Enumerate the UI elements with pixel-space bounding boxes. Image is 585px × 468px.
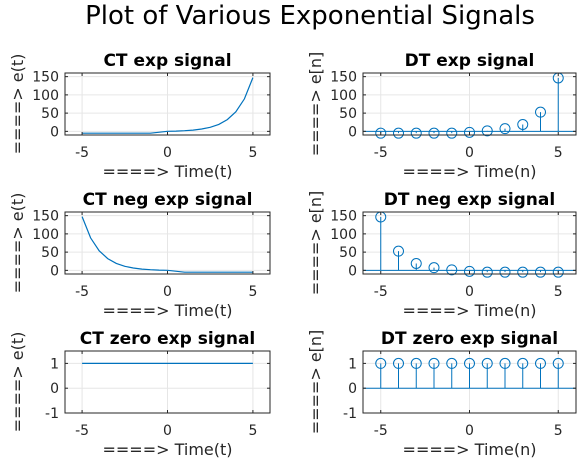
x-tick-label: 0 <box>163 284 172 300</box>
y-axis-label: ====> e[n] <box>306 330 325 435</box>
x-axis-label: ====> Time(n) <box>403 301 537 320</box>
stem-marker <box>499 357 511 369</box>
y-tick-label: 0 <box>50 124 59 140</box>
y-axis-label: ====> e(t) <box>8 332 27 433</box>
x-tick-label: -5 <box>374 145 388 161</box>
y-tick-label: 150 <box>330 70 357 86</box>
y-tick-label: 50 <box>41 106 59 122</box>
y-axis-label: ====> e(t) <box>8 54 27 155</box>
x-tick-label: 5 <box>248 145 257 161</box>
x-axis-label: ====> Time(n) <box>403 162 537 181</box>
y-tick-label: 0 <box>348 263 357 279</box>
subplot-title: DT exp signal <box>405 51 535 71</box>
stem-marker <box>375 357 387 369</box>
y-tick-label: 100 <box>32 227 59 243</box>
stem-marker <box>535 106 546 118</box>
stem-marker <box>481 357 493 369</box>
y-tick-label: 0 <box>50 263 59 279</box>
y-tick-label: 150 <box>32 70 59 86</box>
stem-marker <box>446 127 458 139</box>
stem-marker <box>393 357 404 369</box>
x-tick-label: 0 <box>163 423 172 439</box>
stem-marker <box>410 257 422 269</box>
subplot-title: CT zero exp signal <box>80 329 256 349</box>
stem-marker <box>428 127 440 139</box>
y-tick-label: -1 <box>343 406 357 422</box>
stem-marker <box>464 265 475 277</box>
y-axis-label: ====> e[n] <box>306 191 325 296</box>
y-axis-label: ====> e[n] <box>306 52 325 157</box>
stem-marker <box>446 264 458 276</box>
stem-marker <box>393 245 404 257</box>
y-tick-label: 1 <box>348 356 357 372</box>
y-tick-label: -1 <box>45 406 59 422</box>
y-tick-label: 100 <box>330 227 357 243</box>
stem-marker <box>464 357 475 369</box>
stem-marker <box>410 127 422 139</box>
x-tick-label: 5 <box>554 423 563 439</box>
y-tick-label: 150 <box>330 209 357 225</box>
x-tick-label: 0 <box>163 145 172 161</box>
stem-marker <box>375 127 387 139</box>
subplot-title: DT zero exp signal <box>381 329 558 349</box>
stem-marker <box>535 357 546 369</box>
y-tick-label: 0 <box>348 124 357 140</box>
stem-marker <box>517 118 529 130</box>
series-line <box>82 77 254 134</box>
x-tick-label: 5 <box>554 145 563 161</box>
y-tick-label: 100 <box>330 88 357 104</box>
x-tick-label: 5 <box>248 423 257 439</box>
x-axis-label: ====> Time(t) <box>102 162 232 181</box>
y-tick-label: 150 <box>32 209 59 225</box>
y-tick-label: 1 <box>50 356 59 372</box>
x-tick-label: -5 <box>75 284 89 300</box>
stem-marker <box>499 123 511 135</box>
x-tick-label: 0 <box>465 423 474 439</box>
x-tick-label: 0 <box>465 284 474 300</box>
stem-marker <box>552 266 564 278</box>
stem-marker <box>552 357 564 369</box>
x-tick-label: -5 <box>374 284 388 300</box>
stem-marker <box>464 126 475 138</box>
stem-marker <box>517 266 529 278</box>
stem-marker <box>428 262 440 274</box>
subplot-dt_zero: -5 0 5 -1 0 1 DT zero exp signal ====> Time(n) =… <box>306 329 577 459</box>
x-tick-label: 0 <box>465 145 474 161</box>
x-axis-label: ====> Time(t) <box>102 301 232 320</box>
figure-title: Plot of Various Exponential Signals <box>85 1 535 31</box>
stem-marker <box>428 357 440 369</box>
stem-marker <box>481 266 493 278</box>
stem-marker <box>410 357 422 369</box>
x-axis-label: ====> Time(n) <box>403 440 537 459</box>
stem-marker <box>535 266 546 278</box>
stem-marker <box>499 266 511 278</box>
y-tick-label: 50 <box>41 245 59 261</box>
x-tick-label: 5 <box>554 284 563 300</box>
y-tick-label: 0 <box>348 381 357 397</box>
x-tick-label: -5 <box>374 423 388 439</box>
subplot-title: CT neg exp signal <box>83 190 253 210</box>
y-tick-label: 100 <box>32 88 59 104</box>
x-tick-label: -5 <box>75 423 89 439</box>
y-tick-label: 50 <box>339 245 357 261</box>
y-tick-label: 0 <box>50 381 59 397</box>
stem-marker <box>517 357 529 369</box>
x-axis-label: ====> Time(t) <box>102 440 232 459</box>
series-line <box>81 216 253 273</box>
subplot-ct_zero: -5 0 5 -1 0 1 CT zero exp signal ====> Time(t) =… <box>8 329 271 459</box>
y-tick-label: 50 <box>339 106 357 122</box>
stem-marker <box>393 127 404 139</box>
x-tick-label: -5 <box>75 145 89 161</box>
stem-marker <box>446 357 458 369</box>
subplot-title: DT neg exp signal <box>384 190 555 210</box>
x-tick-label: 5 <box>248 284 257 300</box>
subplot-title: CT exp signal <box>103 51 231 71</box>
y-axis-label: ====> e(t) <box>8 193 27 294</box>
stem-marker <box>481 125 493 137</box>
